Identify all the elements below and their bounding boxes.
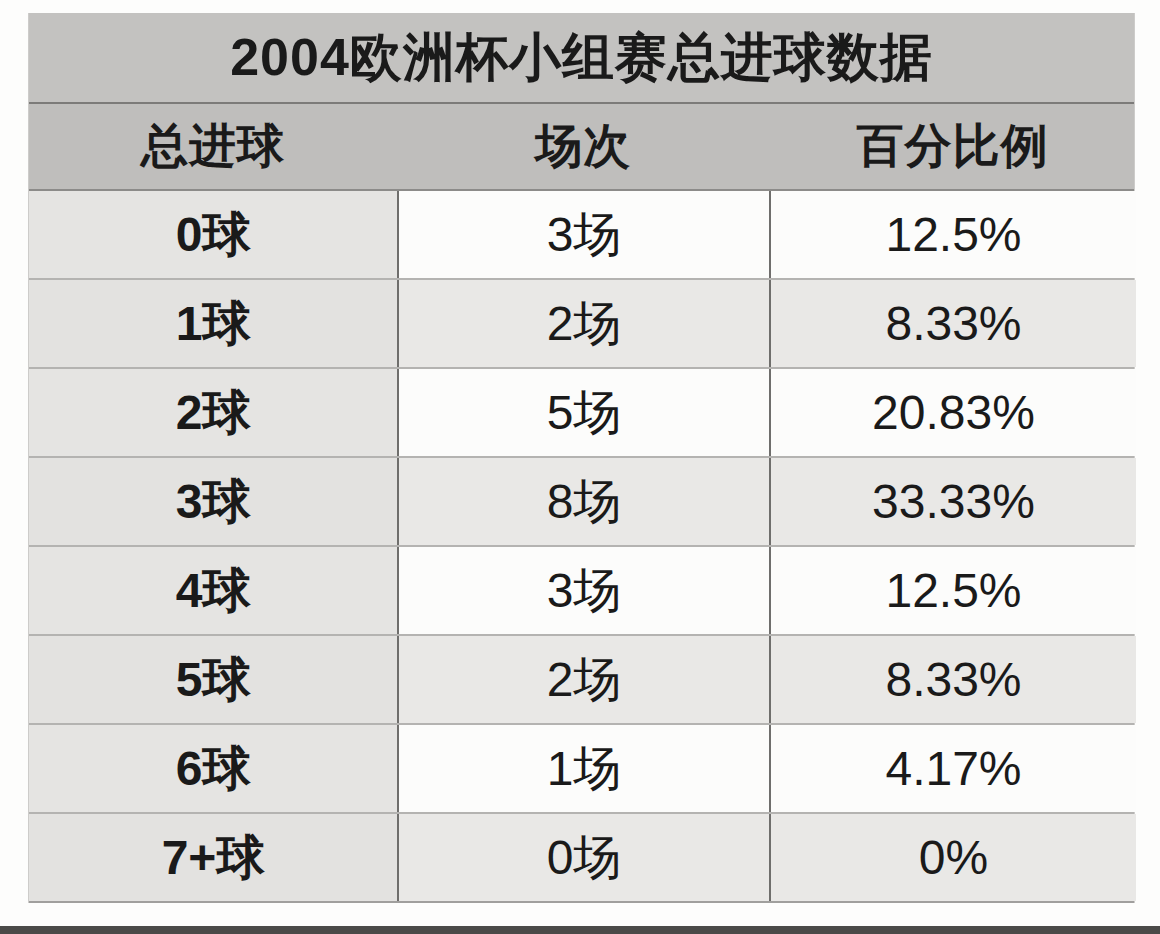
cell-goals: 4球 (29, 547, 397, 634)
table-header-row: 总进球 场次 百分比例 (29, 104, 1134, 191)
table-body: 0球 3场 12.5% 1球 2场 8.33% 2球 5场 20.83% 3球 … (29, 191, 1134, 903)
table-row: 3球 8场 33.33% (29, 458, 1134, 547)
table-row: 0球 3场 12.5% (29, 191, 1134, 280)
table-row: 5球 2场 8.33% (29, 636, 1134, 725)
cell-percentage: 20.83% (769, 369, 1136, 456)
cell-goals: 0球 (29, 191, 397, 278)
table-row: 6球 1场 4.17% (29, 725, 1134, 814)
cell-matches: 2场 (397, 280, 769, 367)
table-row: 7+球 0场 0% (29, 814, 1134, 903)
cell-matches: 8场 (397, 458, 769, 545)
column-header-percentage: 百分比例 (769, 104, 1136, 189)
cell-matches: 3场 (397, 191, 769, 278)
cell-percentage: 12.5% (769, 191, 1136, 278)
table-row: 2球 5场 20.83% (29, 369, 1134, 458)
cell-goals: 6球 (29, 725, 397, 812)
page: 2004欧洲杯小组赛总进球数据 总进球 场次 百分比例 0球 3场 12.5% … (0, 0, 1160, 934)
cell-matches: 3场 (397, 547, 769, 634)
cell-goals: 5球 (29, 636, 397, 723)
cell-matches: 5场 (397, 369, 769, 456)
cell-matches: 0场 (397, 814, 769, 901)
cell-matches: 2场 (397, 636, 769, 723)
table-title: 2004欧洲杯小组赛总进球数据 (29, 13, 1134, 104)
column-header-goals: 总进球 (29, 104, 397, 189)
cell-goals: 7+球 (29, 814, 397, 901)
cell-percentage: 33.33% (769, 458, 1136, 545)
table-row: 1球 2场 8.33% (29, 280, 1134, 369)
cell-matches: 1场 (397, 725, 769, 812)
bottom-edge-bar (0, 926, 1160, 934)
goals-stats-table: 2004欧洲杯小组赛总进球数据 总进球 场次 百分比例 0球 3场 12.5% … (28, 13, 1135, 903)
cell-goals: 1球 (29, 280, 397, 367)
cell-percentage: 12.5% (769, 547, 1136, 634)
cell-percentage: 4.17% (769, 725, 1136, 812)
table-row: 4球 3场 12.5% (29, 547, 1134, 636)
cell-goals: 3球 (29, 458, 397, 545)
cell-percentage: 8.33% (769, 280, 1136, 367)
column-header-matches: 场次 (397, 104, 769, 189)
cell-percentage: 0% (769, 814, 1136, 901)
cell-goals: 2球 (29, 369, 397, 456)
cell-percentage: 8.33% (769, 636, 1136, 723)
